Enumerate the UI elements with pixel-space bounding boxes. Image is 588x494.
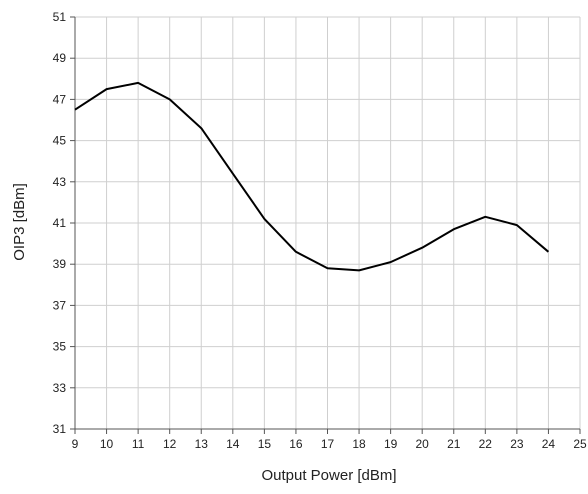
y-tick-label: 47 [53,92,67,106]
y-tick-label: 39 [53,257,67,271]
series-line [74,81,550,272]
x-tick-label: 23 [510,437,524,451]
x-tick-label: 12 [163,437,177,451]
x-tick-label: 22 [479,437,493,451]
x-tick-label: 16 [289,437,303,451]
y-axis-ticks: 31 33 35 37 39 41 43 45 47 49 51 [53,10,75,436]
x-tick-label: 20 [416,437,430,451]
y-axis-title: OIP3 [dBm] [11,183,28,261]
y-tick-label: 41 [53,216,67,230]
x-tick-label: 10 [100,437,114,451]
x-tick-label: 24 [542,437,556,451]
series-group [74,81,550,272]
x-tick-label: 18 [352,437,366,451]
grid-lines [75,16,581,429]
y-tick-label: 45 [53,134,67,148]
y-tick-label: 33 [53,381,67,395]
x-tick-label: 14 [226,437,240,451]
x-tick-label: 17 [321,437,335,451]
x-tick-label: 11 [132,437,145,451]
y-tick-label: 37 [53,298,67,312]
x-tick-label: 21 [447,437,461,451]
y-tick-label: 43 [53,175,67,189]
x-tick-label: 13 [195,437,209,451]
x-tick-label: 19 [384,437,398,451]
x-axis-title: Output Power [dBm] [261,467,396,484]
x-tick-label: 25 [573,437,587,451]
x-tick-label: 9 [72,437,79,451]
x-tick-label: 15 [258,437,272,451]
y-tick-label: 31 [53,422,67,436]
y-tick-label: 35 [53,340,67,354]
x-axis-ticks: 9 10 11 12 13 14 15 16 17 18 19 20 21 22 23 24 25 [72,429,587,451]
y-tick-label: 49 [53,51,67,65]
y-tick-label: 51 [53,10,67,24]
